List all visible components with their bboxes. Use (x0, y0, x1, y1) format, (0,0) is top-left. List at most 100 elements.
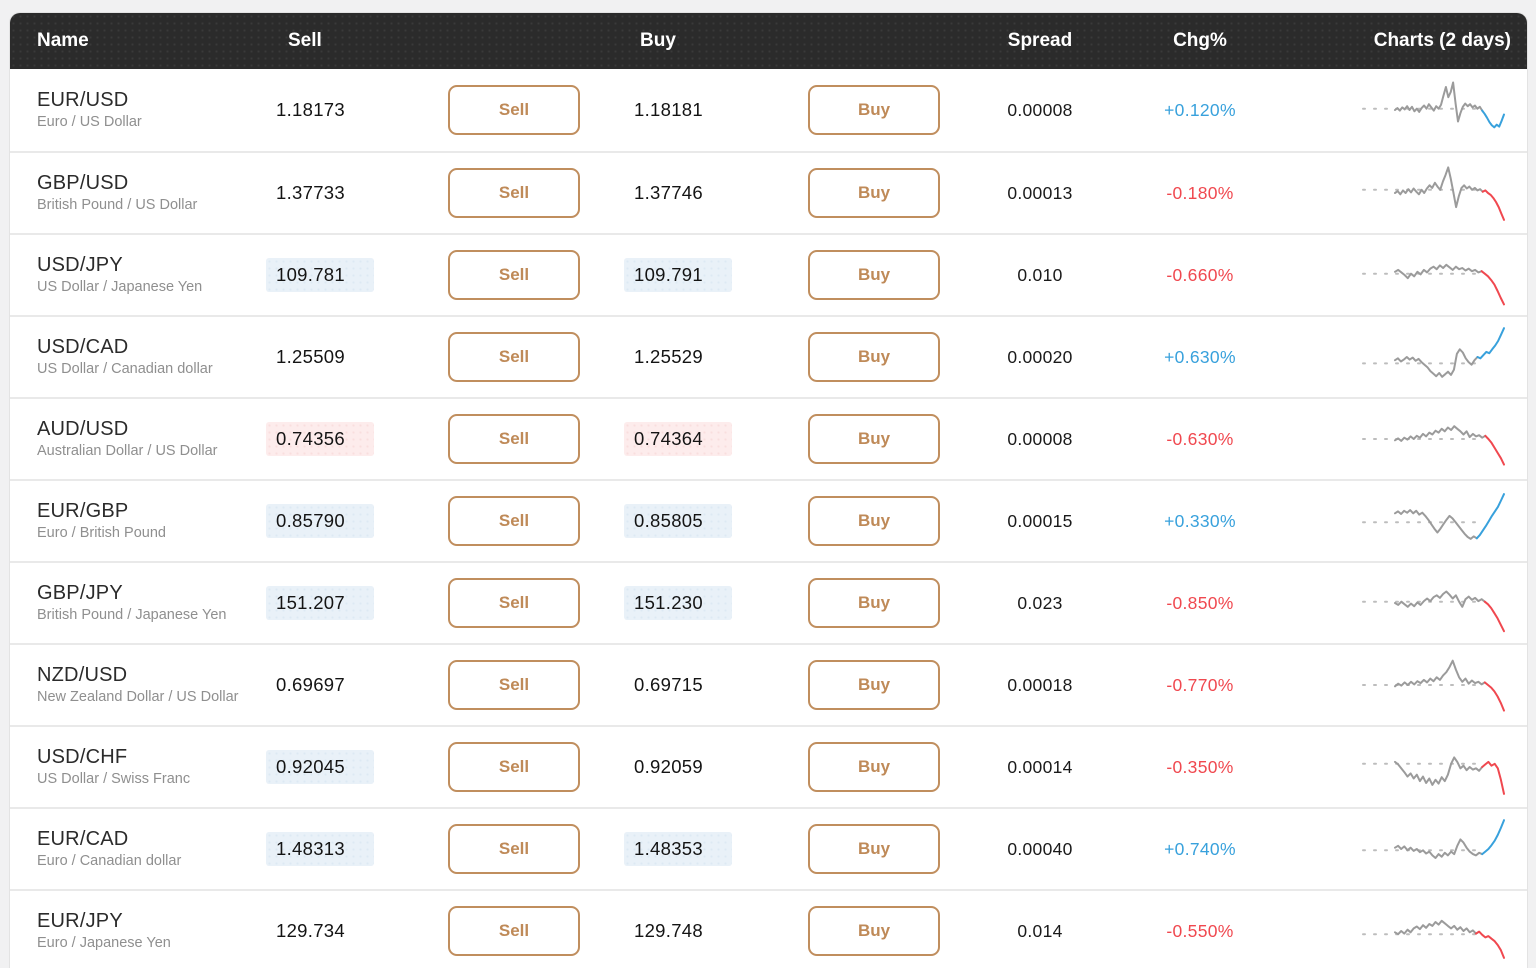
sell-button[interactable]: Sell (448, 414, 580, 464)
change-percent: -0.630% (1166, 428, 1234, 449)
sell-button[interactable]: Sell (448, 660, 580, 710)
sparkline-cell (1290, 567, 1527, 639)
pair-symbol: USD/JPY (37, 254, 123, 277)
sell-button[interactable]: Sell (448, 85, 580, 135)
pair-name-cell: USD/JPY US Dollar / Japanese Yen (10, 254, 258, 296)
sell-button[interactable]: Sell (448, 578, 580, 628)
change-percent: +0.330% (1164, 510, 1236, 531)
row-usdcad: USD/CAD US Dollar / Canadian dollar 1.25… (10, 315, 1527, 397)
change-percent: -0.350% (1166, 756, 1234, 777)
sparkline-cell (1290, 157, 1527, 229)
sell-price: 0.92045 (266, 750, 374, 784)
spread-value: 0.010 (1017, 264, 1063, 285)
buy-button[interactable]: Buy (808, 496, 940, 546)
sell-button[interactable]: Sell (448, 824, 580, 874)
sparkline-cell (1290, 74, 1527, 146)
sell-price-cell: 151.207 (258, 586, 418, 620)
spread-value: 0.00008 (1007, 428, 1073, 449)
price-sparkline-chart (1362, 263, 1505, 306)
buy-button[interactable]: Buy (808, 742, 940, 792)
buy-button[interactable]: Buy (808, 824, 940, 874)
sell-button[interactable]: Sell (448, 168, 580, 218)
pair-symbol: EUR/CAD (37, 828, 129, 851)
row-nzdusd: NZD/USD New Zealand Dollar / US Dollar 0… (10, 643, 1527, 725)
change-percent: -0.770% (1166, 674, 1234, 695)
buy-price: 0.85805 (624, 504, 732, 538)
column-header-charts: Charts (2 days) (1373, 30, 1511, 52)
buy-price: 1.37746 (634, 182, 703, 203)
spread-value: 0.00020 (1007, 346, 1073, 367)
buy-price-cell: 129.748 (610, 914, 778, 948)
sparkline-cell (1290, 813, 1527, 885)
pair-name-cell: EUR/USD Euro / US Dollar (10, 89, 258, 131)
buy-button[interactable]: Buy (808, 578, 940, 628)
table-header: Name Sell Buy Spread Chg% Charts (2 days… (10, 13, 1527, 69)
pair-name-cell: USD/CAD US Dollar / Canadian dollar (10, 336, 258, 378)
buy-price-cell: 151.230 (610, 586, 778, 620)
sell-button[interactable]: Sell (448, 742, 580, 792)
sell-price: 129.734 (276, 920, 345, 941)
spread-value: 0.00008 (1007, 99, 1073, 120)
pair-full-name: US Dollar / Canadian dollar (37, 361, 213, 378)
sell-price: 151.207 (266, 586, 374, 620)
buy-button-cell: Buy (778, 250, 970, 300)
sell-price: 0.85790 (266, 504, 374, 538)
buy-button[interactable]: Buy (808, 85, 940, 135)
table-body: EUR/USD Euro / US Dollar 1.18173 Sell 1.… (10, 69, 1527, 968)
pair-full-name: Euro / Japanese Yen (37, 935, 171, 952)
pair-name-cell: AUD/USD Australian Dollar / US Dollar (10, 418, 258, 460)
row-eurgbp: EUR/GBP Euro / British Pound 0.85790 Sel… (10, 479, 1527, 561)
sparkline-cell (1290, 731, 1527, 803)
sell-price-cell: 0.74356 (258, 422, 418, 456)
sell-price-cell: 0.85790 (258, 504, 418, 538)
sparkline-cell (1290, 239, 1527, 311)
pair-full-name: British Pound / Japanese Yen (37, 607, 227, 624)
sell-price-cell: 1.25509 (258, 340, 418, 374)
buy-price: 1.25529 (634, 346, 703, 367)
row-eurcad: EUR/CAD Euro / Canadian dollar 1.48313 S… (10, 807, 1527, 889)
sell-button-cell: Sell (418, 332, 610, 382)
buy-button-cell: Buy (778, 660, 970, 710)
buy-price-cell: 0.69715 (610, 668, 778, 702)
buy-button[interactable]: Buy (808, 414, 940, 464)
buy-price: 0.92059 (634, 756, 703, 777)
column-header-spread: Spread (1007, 30, 1073, 51)
change-percent: -0.660% (1166, 264, 1234, 285)
buy-button[interactable]: Buy (808, 332, 940, 382)
buy-button-cell: Buy (778, 496, 970, 546)
pair-symbol: USD/CHF (37, 746, 128, 769)
pair-name-cell: EUR/GBP Euro / British Pound (10, 500, 258, 542)
sell-button-cell: Sell (418, 742, 610, 792)
pair-name-cell: USD/CHF US Dollar / Swiss Franc (10, 746, 258, 788)
pair-symbol: EUR/USD (37, 89, 129, 112)
row-gbpjpy: GBP/JPY British Pound / Japanese Yen 151… (10, 561, 1527, 643)
spread-value: 0.014 (1017, 920, 1063, 941)
buy-button[interactable]: Buy (808, 250, 940, 300)
buy-price-cell: 0.85805 (610, 504, 778, 538)
price-sparkline-chart (1362, 166, 1505, 221)
buy-price: 1.18181 (634, 99, 703, 120)
sell-button-cell: Sell (418, 824, 610, 874)
buy-button-cell: Buy (778, 824, 970, 874)
row-usdjpy: USD/JPY US Dollar / Japanese Yen 109.781… (10, 233, 1527, 315)
buy-price-cell: 0.92059 (610, 750, 778, 784)
pair-symbol: NZD/USD (37, 664, 128, 687)
change-percent: +0.120% (1164, 99, 1236, 120)
price-sparkline-chart (1362, 819, 1505, 859)
sell-button-cell: Sell (418, 85, 610, 135)
buy-button[interactable]: Buy (808, 168, 940, 218)
sparkline-cell (1290, 649, 1527, 721)
sell-button[interactable]: Sell (448, 906, 580, 956)
sell-button[interactable]: Sell (448, 250, 580, 300)
buy-button[interactable]: Buy (808, 660, 940, 710)
price-sparkline-chart (1362, 425, 1505, 466)
buy-button[interactable]: Buy (808, 906, 940, 956)
buy-price: 1.48353 (624, 832, 732, 866)
sell-button[interactable]: Sell (448, 332, 580, 382)
buy-price-cell: 1.25529 (610, 340, 778, 374)
change-percent: +0.630% (1164, 346, 1236, 367)
pair-full-name: US Dollar / Swiss Franc (37, 771, 191, 788)
sell-button[interactable]: Sell (448, 496, 580, 546)
pair-symbol: EUR/JPY (37, 910, 123, 933)
pair-full-name: US Dollar / Japanese Yen (37, 279, 203, 296)
